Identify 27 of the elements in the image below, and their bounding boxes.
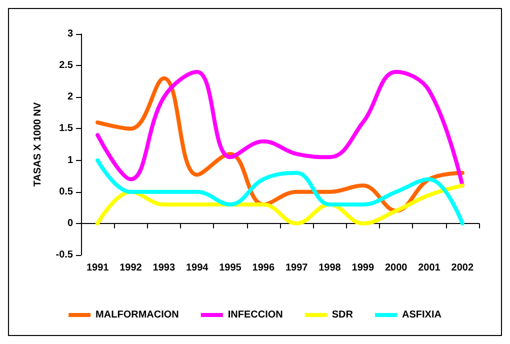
y-axis-title: TASAS X 1000 NV [32,102,44,187]
x-tick-label: 1993 [152,262,176,274]
x-tick-label: 1991 [86,262,110,274]
x-tick-label: 1999 [352,262,374,274]
line-series [96,158,464,226]
y-tick-label: 2.5 [59,60,74,72]
x-tick-label: 1997 [285,262,308,274]
x-tick-label: 1996 [252,262,275,274]
x-tick-label: 1992 [120,262,142,274]
y-tick-label: 2 [67,92,74,103]
x-tick-label: 2000 [384,262,408,274]
legend-label: ASFIXIA [402,310,442,320]
x-tick-label: 2001 [418,262,441,274]
x-tick-label: 1998 [318,262,342,274]
x-tick-label: 1995 [219,262,242,274]
y-tick-label: 0 [67,218,74,229]
y-tick-label: 1.5 [59,123,74,134]
y-tick-label: -0.5 [56,250,74,260]
legend-label: SDR [332,310,354,320]
legend-label: INFECCION [228,310,283,320]
x-tick-label: 2002 [451,262,474,274]
y-tick-label: 0.5 [59,186,74,198]
y-tick-label: 1 [67,154,74,166]
legend-label: MALFORMACION [96,310,179,320]
y-tick-label: 3 [67,28,74,40]
x-tick-label: 1994 [186,262,209,274]
line-series [96,70,464,188]
